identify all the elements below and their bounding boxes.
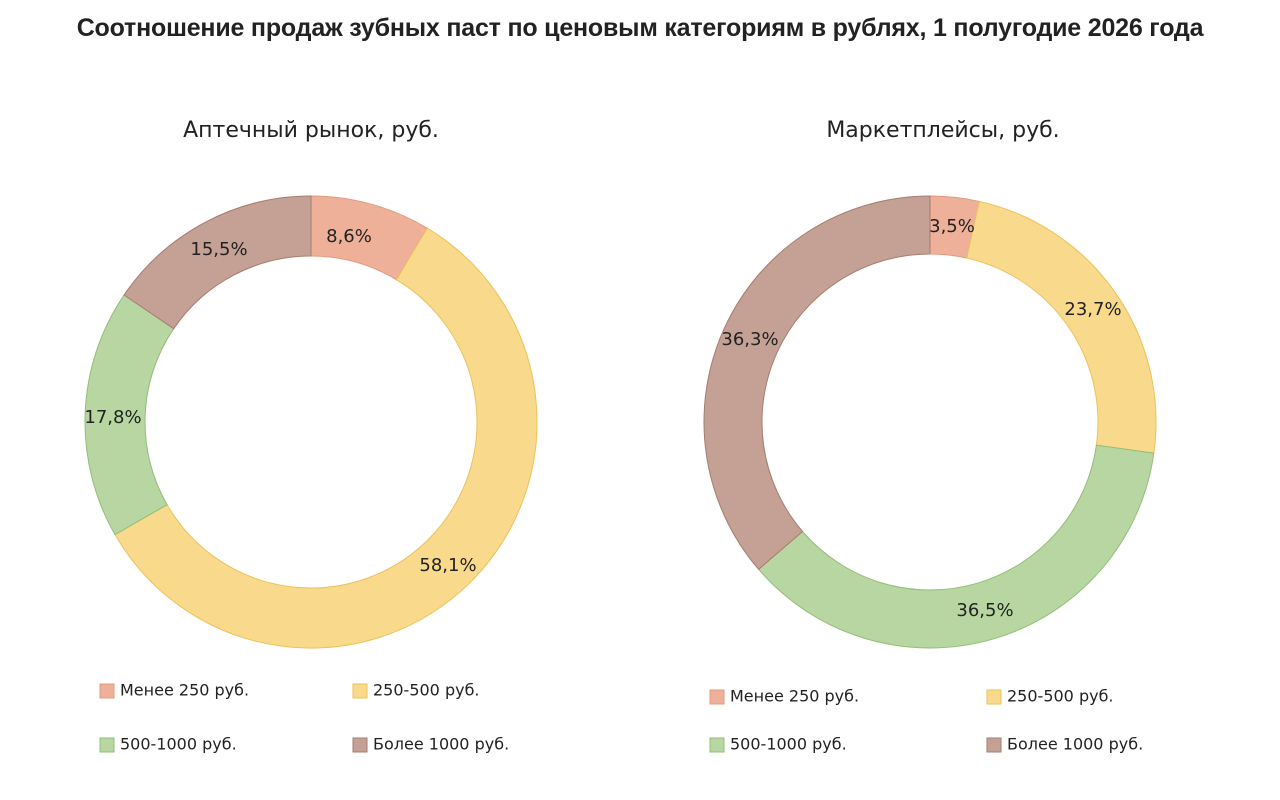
legend-label-0-0: Менее 250 руб. — [120, 681, 249, 700]
slice-0-3 — [123, 195, 312, 330]
legend-label-1-3: Более 1000 руб. — [1007, 735, 1143, 754]
slice-label-1-1: 23,7% — [1064, 299, 1121, 320]
slice-label-0-1: 58,1% — [419, 555, 476, 576]
slice-label-1-3: 36,3% — [721, 329, 778, 350]
legend-label-0-2: 500-1000 руб. — [120, 735, 237, 754]
legend-swatch-0-1 — [352, 683, 368, 699]
slice-label-1-2: 36,5% — [956, 600, 1013, 621]
slice-label-1-0: 3,5% — [929, 216, 975, 237]
slice-label-0-3: 15,5% — [190, 239, 247, 260]
legend-label-0-1: 250-500 руб. — [373, 681, 480, 700]
chart-marketplaces: Маркетплейсы, руб. 3,5% 23,7% 36,5% 36,3% М… — [703, 118, 1157, 754]
slice-1-3 — [703, 195, 931, 571]
slice-label-0-0: 8,6% — [326, 226, 372, 247]
slice-0-1 — [114, 227, 538, 649]
legend-swatch-1-2 — [709, 737, 725, 753]
chart-title-pharmacy: Аптечный рынок, руб. — [183, 118, 439, 143]
slice-1-1 — [966, 200, 1157, 454]
page-title: Соотношение продаж зубных паст по ценовы… — [76, 14, 1204, 42]
legend-label-1-0: Менее 250 руб. — [730, 687, 859, 706]
legend-swatch-0-2 — [99, 737, 115, 753]
slice-label-0-2: 17,8% — [84, 407, 141, 428]
legend-swatch-0-3 — [352, 737, 368, 753]
legend-swatch-1-1 — [986, 689, 1002, 705]
slice-1-2 — [757, 444, 1155, 649]
legend-label-1-1: 250-500 руб. — [1007, 687, 1114, 706]
legend-swatch-1-0 — [709, 689, 725, 705]
legend-label-0-3: Более 1000 руб. — [373, 735, 509, 754]
legend-swatch-1-3 — [986, 737, 1002, 753]
chart-title-marketplaces: Маркетплейсы, руб. — [826, 118, 1059, 143]
legend-swatch-0-0 — [99, 683, 115, 699]
chart-pharmacy: Аптечный рынок, руб. 8,6% 58,1% 17,8% 15,5%… — [84, 118, 538, 754]
legend-label-1-2: 500-1000 руб. — [730, 735, 847, 754]
